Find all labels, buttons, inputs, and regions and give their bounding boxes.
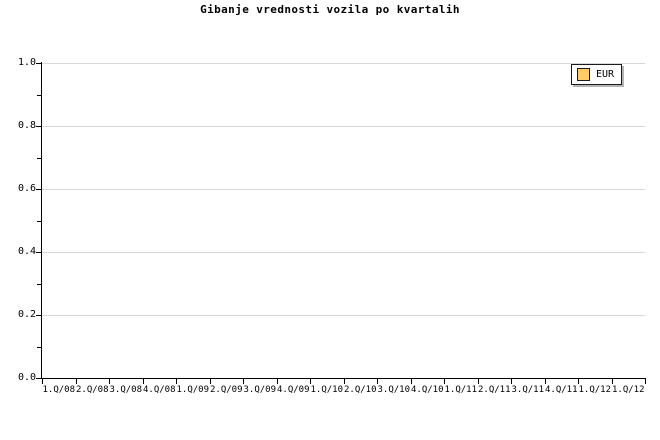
y-axis-tick-label: 0.8 [17,120,36,131]
y-axis-tick-label: 0.2 [17,309,36,320]
x-axis-line [41,378,646,379]
x-axis-tick-label: 4.Q/10 [410,385,444,395]
x-axis-tick-label: 1.Q/10 [310,385,343,395]
x-axis-tick [478,379,479,384]
x-axis-tick-label: 1.Q/08 [42,385,75,395]
y-axis-tick [36,378,42,379]
x-axis-tick [42,379,43,384]
gridline [42,189,645,190]
x-axis-tick [109,379,110,384]
y-axis-tick-label: 0.4 [17,246,36,257]
x-axis-tick-label: 3.Q/09 [243,385,276,395]
x-axis-tick-label: 3.Q/08 [109,385,142,395]
x-axis-tick [277,379,278,384]
y-axis-minor-tick [37,157,42,159]
x-axis-tick [210,379,211,384]
x-axis-tick-label: 4.Q/11 [544,385,578,395]
x-axis-tick [612,379,613,384]
x-axis-tick-label: 2.Q/11 [477,385,511,395]
y-axis-tick [36,189,42,190]
y-axis-minor-tick [37,94,42,96]
gridline [42,63,645,64]
x-axis-tick [645,379,646,384]
chart-legend[interactable]: EUR [571,64,623,85]
x-axis-tick [578,379,579,384]
x-axis-tick [243,379,244,384]
y-axis-tick [36,63,42,64]
x-axis-tick-label: 2.Q/10 [343,385,377,395]
y-axis-tick-label: 0.0 [17,372,36,383]
chart-title: Gibanje vrednosti vozila po kvartalih [200,3,460,16]
y-axis-minor-tick [37,283,42,285]
x-axis-tick [511,379,512,384]
plot-area [42,63,645,378]
y-axis-minor-tick [37,346,42,348]
x-axis-tick-label: 1.Q/12 [611,385,645,395]
y-axis-tick [36,126,42,127]
y-axis-tick [36,315,42,316]
x-axis-tick [76,379,77,384]
y-axis-tick-label: 0.6 [17,183,36,194]
x-axis-tick-label: 3.Q/11 [511,385,544,395]
x-axis-tick [344,379,345,384]
y-axis-tick [36,252,42,253]
gridline [42,126,645,127]
x-axis-tick-label: 3.Q/10 [377,385,410,395]
gridline [42,315,645,316]
x-axis-tick-label: 2.Q/08 [75,385,109,395]
gridline [42,252,645,253]
x-axis-tick-label: 1.Q/12 [578,385,611,395]
x-axis-tick [411,379,412,384]
x-axis-tick-label: 1.Q/11 [444,385,477,395]
x-axis-tick [143,379,144,384]
legend-swatch-eur-icon [577,68,590,81]
x-axis-tick [377,379,378,384]
y-axis-labels: 0.0 0.2 0.4 0.6 0.8 1.0 [0,0,36,440]
x-axis-tick [310,379,311,384]
x-axis-tick [444,379,445,384]
legend-label-eur: EUR [596,68,615,80]
x-axis-tick [545,379,546,384]
x-axis-tick-label: 4.Q/08 [142,385,176,395]
y-axis-tick-label: 1.0 [17,57,36,68]
x-axis-tick-label: 1.Q/09 [176,385,209,395]
y-axis-minor-tick [37,220,42,222]
x-axis-tick-label: 2.Q/09 [209,385,243,395]
x-axis-tick [176,379,177,384]
x-axis-tick-label: 4.Q/09 [276,385,310,395]
